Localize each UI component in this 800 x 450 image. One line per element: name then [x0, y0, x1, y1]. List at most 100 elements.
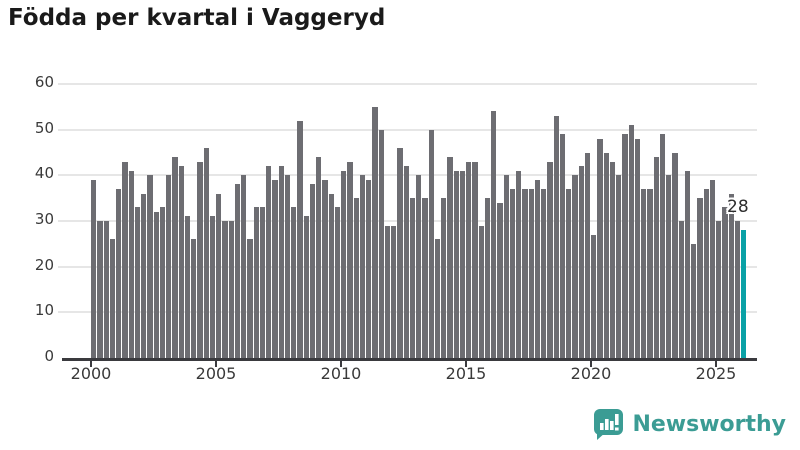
bar: [184, 216, 191, 358]
bar: [534, 179, 541, 358]
bar: [328, 193, 334, 358]
page-title: Födda per kvartal i Vaggeryd: [8, 5, 386, 31]
bar: [153, 211, 159, 358]
bar: [609, 161, 616, 358]
bar: [703, 189, 709, 358]
bar: [597, 138, 603, 358]
bar: [241, 175, 247, 358]
bar: [266, 166, 272, 358]
x-axis-tick-label: 2000: [70, 364, 112, 383]
bar: [253, 207, 259, 358]
bar: [491, 111, 497, 358]
bar: [391, 225, 397, 358]
bar: [722, 207, 728, 358]
bar: [659, 134, 666, 358]
gridline: [58, 128, 757, 131]
x-axis-tick-label: 2025: [695, 364, 737, 383]
bar: [278, 166, 284, 358]
bar: [728, 193, 734, 358]
bar: [616, 175, 622, 358]
bar: [666, 175, 672, 358]
bar: [141, 193, 147, 358]
bar: [672, 152, 678, 358]
x-axis-tick: [465, 361, 467, 367]
bar: [209, 216, 216, 358]
bar: [716, 221, 722, 358]
bar: [634, 138, 641, 358]
bar: [572, 175, 578, 358]
bar: [584, 152, 591, 358]
bar: [591, 234, 597, 358]
bar: [397, 147, 403, 358]
bar: [734, 221, 741, 358]
bar: [547, 161, 553, 358]
bar: [484, 198, 491, 358]
bar: [309, 184, 316, 358]
bar: [234, 184, 241, 358]
bar: [103, 221, 109, 358]
bar: [216, 193, 222, 358]
bar: [228, 221, 234, 358]
bar: [678, 221, 684, 358]
y-axis-tick-label: 50: [34, 118, 54, 137]
plot-area: [58, 83, 757, 361]
bar: [222, 221, 228, 358]
bar: [316, 157, 322, 358]
bar: [447, 157, 453, 358]
bar: [272, 179, 278, 358]
bar: [697, 198, 703, 358]
bar: [541, 189, 547, 358]
x-axis-tick: [590, 361, 592, 367]
bar: [359, 175, 366, 358]
bar: [128, 170, 134, 358]
bar: [628, 125, 634, 358]
bar: [191, 239, 197, 358]
x-axis-tick-label: 2005: [195, 364, 237, 383]
y-axis-tick-label: 40: [34, 164, 54, 183]
bar: [503, 175, 509, 358]
bar: [341, 170, 347, 358]
bar: [416, 175, 422, 358]
bar: [603, 152, 609, 358]
bar: [434, 239, 441, 358]
bar: [497, 202, 503, 358]
bar: [478, 225, 484, 358]
bar: [353, 198, 359, 358]
bar: [684, 170, 691, 358]
bar: [653, 157, 659, 358]
x-axis-tick: [215, 361, 217, 367]
bar: [366, 179, 372, 358]
bar: [403, 166, 409, 358]
bar: [122, 161, 128, 358]
bar: [566, 189, 572, 358]
bar: [553, 115, 559, 358]
bar: [178, 166, 184, 358]
newsworthy-logo[interactable]: Newsworthy: [593, 408, 786, 441]
bar: [691, 243, 697, 358]
x-axis-tick: [90, 361, 92, 367]
bar: [384, 225, 391, 358]
y-axis-tick-label: 60: [34, 73, 54, 91]
bar: [372, 106, 378, 358]
y-axis-tick-label: 0: [44, 347, 54, 365]
bar: [303, 216, 309, 358]
bar: [116, 189, 122, 358]
bar: [428, 129, 434, 358]
bar-value-label: 28: [727, 197, 749, 217]
bar: [197, 161, 203, 358]
bar: [647, 189, 653, 358]
bar: [97, 221, 103, 358]
bar: [522, 189, 528, 358]
x-axis-tick: [715, 361, 717, 367]
highlighted-bar: [741, 230, 747, 358]
x-axis-tick-label: 2020: [570, 364, 612, 383]
newsworthy-logo-icon: [593, 408, 624, 441]
bar: [109, 239, 116, 358]
bar: [172, 157, 178, 358]
bar: [459, 170, 466, 358]
bar: [203, 147, 209, 358]
bar: [466, 161, 472, 358]
bar: [159, 207, 166, 358]
bar: [641, 189, 647, 358]
bar: [91, 179, 97, 358]
